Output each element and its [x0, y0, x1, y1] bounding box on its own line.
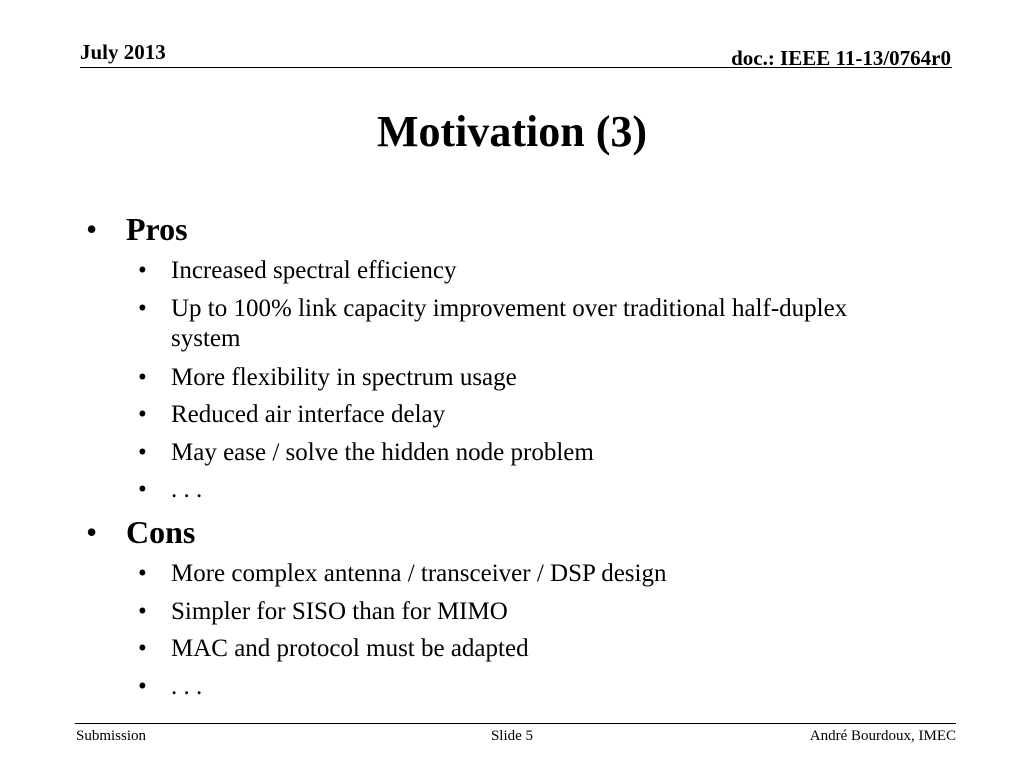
footer-slide-number: Slide 5 [490, 728, 534, 744]
list-item: • MAC and protocol must be adapted [138, 634, 898, 664]
list-item-text: . . . [171, 673, 203, 700]
bullet-icon: • [138, 476, 147, 503]
bullet-icon: • [138, 598, 147, 625]
footer-author: André Bourdoux, IMEC [809, 728, 956, 744]
list-item-text: Reduced air interface delay [171, 401, 446, 428]
bullet-icon: • [138, 257, 147, 284]
list-item-text: More complex antenna / transceiver / DSP… [171, 560, 667, 587]
list-item: • . . . [138, 475, 898, 505]
section-heading-label: Cons [126, 514, 196, 550]
section-heading-label: Pros [126, 211, 188, 247]
list-item-text: May ease / solve the hidden node problem [171, 439, 594, 466]
bullet-icon: • [138, 439, 147, 466]
header-divider [80, 67, 952, 68]
bullet-icon: • [86, 211, 98, 247]
header-date: July 2013 [80, 40, 166, 64]
list-item: • More complex antenna / transceiver / D… [138, 559, 898, 589]
list-item: • Increased spectral efficiency [138, 256, 898, 286]
bullet-icon: • [138, 560, 147, 587]
bullet-icon: • [138, 673, 147, 700]
bullet-icon: • [138, 364, 147, 391]
list-item-text: Increased spectral efficiency [171, 257, 457, 284]
list-item: • . . . [138, 672, 898, 702]
list-item: • Up to 100% link capacity improvement o… [138, 294, 898, 354]
footer-divider [75, 723, 956, 724]
list-item-text: More flexibility in spectrum usage [171, 364, 517, 391]
bullet-icon: • [138, 401, 147, 428]
list-item-text: Simpler for SISO than for MIMO [171, 598, 508, 625]
list-item: • More flexibility in spectrum usage [138, 363, 898, 393]
footer-submission: Submission [76, 728, 147, 744]
list-item: • Reduced air interface delay [138, 400, 898, 430]
header-doc-id: doc.: IEEE 11-13/0764r0 [731, 46, 951, 70]
bullet-icon: • [138, 295, 147, 322]
slide-title: Motivation (3) [376, 107, 648, 156]
list-item-text: . . . [171, 476, 203, 503]
bullet-icon: • [138, 635, 147, 662]
list-item: • May ease / solve the hidden node probl… [138, 438, 898, 468]
list-item: • Simpler for SISO than for MIMO [138, 597, 898, 627]
bullet-icon: • [86, 514, 98, 550]
list-item-text: Up to 100% link capacity improvement ove… [171, 295, 848, 352]
list-item-text: MAC and protocol must be adapted [171, 635, 529, 662]
